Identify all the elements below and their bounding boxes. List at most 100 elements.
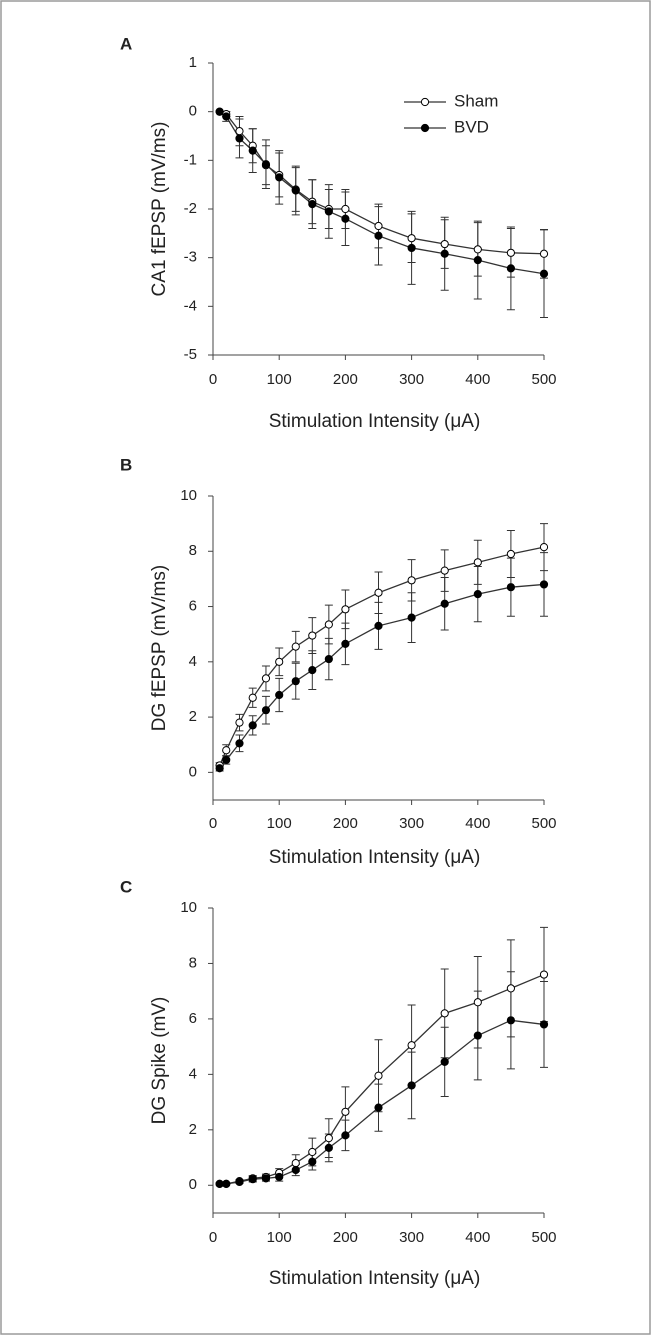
marker — [308, 1157, 317, 1166]
x-tick-label: 300 — [399, 1229, 424, 1246]
y-tick-label: 6 — [189, 1010, 197, 1027]
marker — [291, 1158, 300, 1168]
marker — [222, 755, 231, 765]
marker — [248, 693, 257, 702]
marker — [308, 1147, 317, 1157]
series-line — [219, 111, 545, 255]
marker — [275, 173, 284, 182]
marker — [506, 549, 515, 559]
marker — [374, 588, 383, 597]
marker — [374, 231, 383, 240]
marker — [374, 1071, 383, 1080]
marker — [275, 690, 284, 700]
marker — [261, 674, 271, 683]
marker — [407, 576, 416, 585]
series-line — [219, 1019, 545, 1185]
y-tick-label: -2 — [184, 200, 197, 217]
y-tick-label: 10 — [180, 899, 197, 916]
marker — [341, 214, 350, 223]
marker — [248, 1175, 257, 1184]
panel-label: C — [120, 877, 132, 896]
marker — [235, 718, 244, 727]
marker — [473, 256, 482, 265]
x-tick-label: 300 — [399, 371, 424, 388]
marker — [248, 721, 257, 730]
marker — [473, 558, 482, 567]
marker — [215, 107, 224, 116]
marker — [291, 677, 300, 686]
marker — [506, 1016, 515, 1025]
x-tick-label: 100 — [267, 1229, 292, 1246]
marker — [341, 1131, 350, 1140]
x-tick-label: 0 — [209, 1229, 217, 1246]
marker — [440, 239, 449, 249]
y-tick-label: 4 — [189, 653, 197, 670]
marker — [215, 764, 224, 773]
marker — [506, 583, 515, 592]
y-tick-label: -3 — [184, 249, 197, 266]
x-tick-label: 0 — [209, 371, 217, 388]
x-axis-title: Stimulation Intensity (μA) — [269, 847, 481, 868]
marker — [506, 264, 515, 273]
marker — [324, 207, 333, 216]
marker — [539, 249, 549, 258]
marker — [473, 245, 482, 254]
marker — [473, 998, 482, 1007]
x-tick-label: 500 — [531, 1229, 556, 1246]
marker — [440, 599, 449, 608]
marker — [473, 590, 482, 599]
marker — [407, 234, 416, 243]
x-tick-label: 100 — [267, 815, 292, 832]
y-tick-label: 2 — [189, 1121, 197, 1138]
marker — [539, 543, 549, 552]
marker — [222, 112, 231, 121]
x-tick-label: 400 — [465, 1229, 490, 1246]
marker — [275, 657, 284, 666]
y-tick-label: 8 — [189, 542, 197, 559]
marker — [222, 746, 231, 755]
x-axis-title: Stimulation Intensity (μA) — [269, 1268, 481, 1289]
marker — [539, 580, 549, 589]
marker — [473, 1031, 482, 1040]
marker — [275, 1172, 284, 1182]
y-tick-label: 0 — [189, 103, 197, 120]
y-tick-label: 1 — [189, 54, 197, 71]
marker — [235, 127, 244, 136]
y-tick-label: 4 — [189, 1065, 197, 1082]
marker — [261, 706, 271, 715]
marker — [261, 1174, 271, 1183]
x-tick-label: 300 — [399, 815, 424, 832]
series-line — [219, 583, 545, 769]
y-axis-title: CA1 fEPSP (mV/ms) — [149, 122, 170, 297]
x-axis-title: Stimulation Intensity (μA) — [269, 411, 481, 432]
marker — [235, 134, 244, 143]
marker — [407, 1081, 416, 1090]
marker — [324, 1134, 333, 1143]
x-tick-label: 400 — [465, 371, 490, 388]
legend-marker — [420, 123, 430, 133]
x-tick-label: 500 — [531, 815, 556, 832]
marker — [506, 248, 515, 257]
marker — [506, 984, 515, 993]
x-tick-label: 200 — [333, 1229, 358, 1246]
y-tick-label: 0 — [189, 1176, 197, 1193]
marker — [291, 1165, 300, 1175]
marker — [407, 243, 416, 253]
y-tick-label: 8 — [189, 954, 197, 971]
marker — [324, 620, 333, 629]
series-line — [219, 973, 545, 1185]
marker — [248, 146, 257, 155]
legend-marker — [420, 97, 430, 107]
y-axis-title: DG fEPSP (mV/ms) — [149, 565, 170, 731]
y-tick-label: 10 — [180, 487, 197, 504]
legend-label: BVD — [454, 117, 489, 136]
marker — [291, 186, 300, 195]
marker — [308, 631, 317, 640]
marker — [539, 269, 549, 278]
y-tick-label: 6 — [189, 598, 197, 615]
marker — [324, 654, 333, 664]
marker — [440, 566, 449, 575]
panel-label: A — [120, 34, 132, 53]
marker — [374, 221, 383, 231]
